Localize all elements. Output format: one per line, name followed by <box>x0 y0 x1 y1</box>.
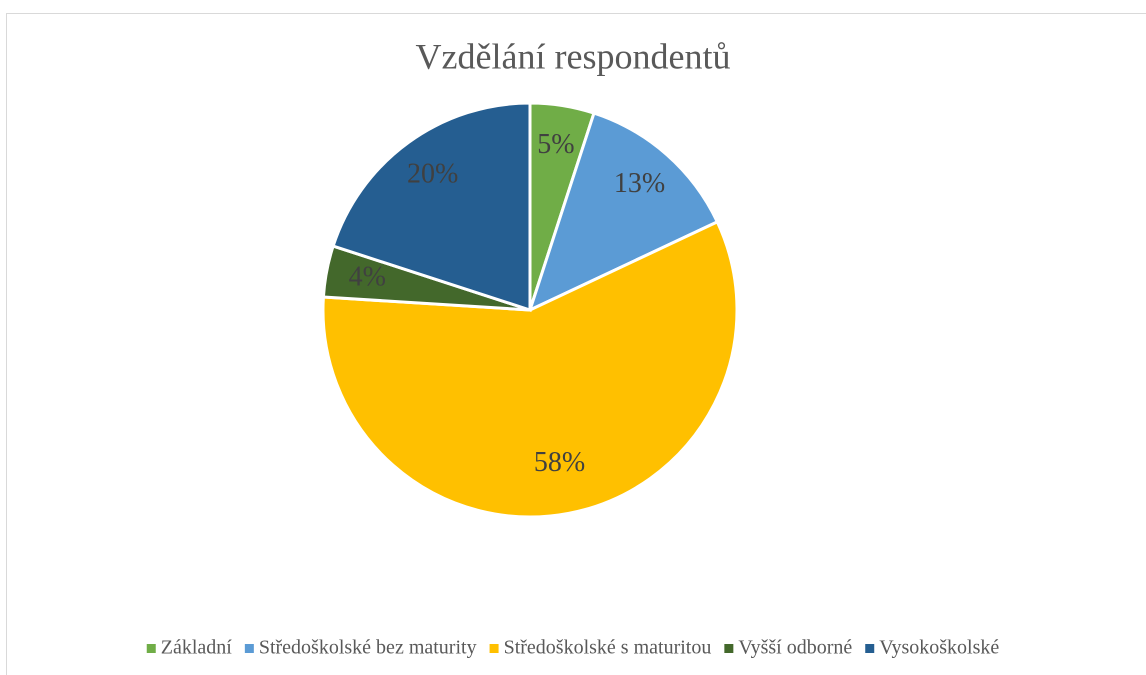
data-label: 20% <box>407 158 458 189</box>
legend-marker <box>146 644 156 653</box>
data-label: 5% <box>537 129 574 160</box>
data-label: 58% <box>534 447 585 478</box>
legend-marker <box>865 644 875 653</box>
pie-slice <box>331 101 532 313</box>
legend-label: Vyšší odborné <box>738 637 852 659</box>
legend-label: Středoškolské bez maturity <box>259 637 477 659</box>
legend-marker <box>489 644 499 653</box>
legend-marker <box>724 644 734 653</box>
legend-marker <box>244 644 254 653</box>
data-label: 13% <box>614 168 665 199</box>
legend-label: Základní <box>161 637 233 659</box>
legend-label: Středoškolské s maturitou <box>504 637 712 659</box>
legend-label: Vysokoškolské <box>879 637 999 659</box>
pie-slice <box>321 219 739 519</box>
data-label: 4% <box>349 261 386 292</box>
chart-title: Vzdělání respondentů <box>416 36 731 76</box>
pie-slice <box>527 111 720 313</box>
